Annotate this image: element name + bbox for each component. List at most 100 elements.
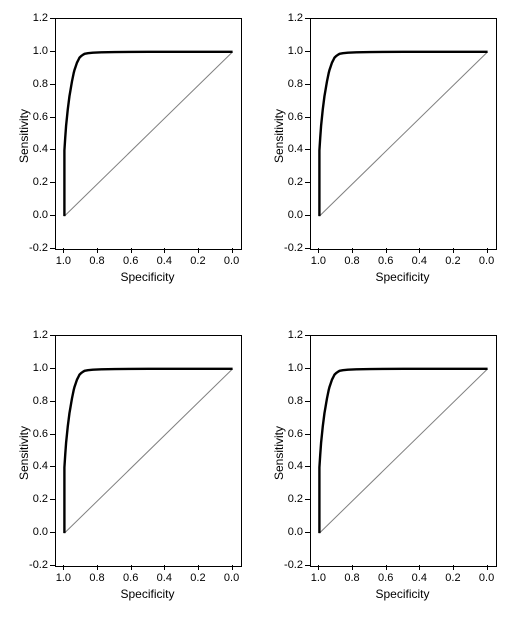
- xtick-label: 0.6: [378, 255, 393, 267]
- xtick-mark: [131, 248, 132, 253]
- ytick-mark: [50, 434, 55, 435]
- ytick-label: 1.0: [275, 362, 303, 374]
- ytick-label: 0.8: [275, 395, 303, 407]
- xtick-mark: [63, 565, 64, 570]
- ytick-label: 0.0: [275, 526, 303, 538]
- plot-svg: [56, 336, 241, 566]
- y-axis-label: Sensitivity: [17, 109, 31, 163]
- ytick-mark: [50, 499, 55, 500]
- ytick-mark: [50, 335, 55, 336]
- ytick-mark: [50, 401, 55, 402]
- xtick-mark: [386, 565, 387, 570]
- ytick-label: 0.8: [20, 395, 48, 407]
- ytick-label: -0.2: [20, 559, 48, 571]
- xtick-label: 0.0: [479, 572, 494, 584]
- xtick-mark: [164, 565, 165, 570]
- x-axis-label: Specificity: [375, 587, 429, 601]
- ytick-label: 0.2: [275, 176, 303, 188]
- y-axis-label: Sensitivity: [272, 109, 286, 163]
- ytick-mark: [305, 565, 310, 566]
- ytick-mark: [50, 84, 55, 85]
- xtick-label: 1.0: [56, 255, 71, 267]
- ytick-label: -0.2: [275, 559, 303, 571]
- xtick-mark: [487, 565, 488, 570]
- plot-svg: [311, 19, 496, 249]
- ytick-label: 1.2: [275, 12, 303, 24]
- xtick-label: 0.4: [412, 572, 427, 584]
- plot-svg: [56, 19, 241, 249]
- plot-svg: [311, 336, 496, 566]
- ytick-mark: [305, 401, 310, 402]
- xtick-mark: [198, 248, 199, 253]
- ytick-label: 0.2: [20, 176, 48, 188]
- ytick-label: 1.0: [20, 45, 48, 57]
- xtick-label: 0.4: [412, 255, 427, 267]
- ytick-mark: [305, 18, 310, 19]
- ytick-mark: [305, 335, 310, 336]
- ytick-mark: [50, 368, 55, 369]
- ytick-label: 0.2: [20, 493, 48, 505]
- xtick-mark: [63, 248, 64, 253]
- ytick-label: 1.2: [20, 329, 48, 341]
- ytick-label: 1.2: [20, 12, 48, 24]
- roc-panel: 1.00.80.60.40.20.0-0.20.00.20.40.60.81.0…: [310, 335, 495, 565]
- xtick-mark: [97, 248, 98, 253]
- plot-area: [55, 18, 242, 250]
- ytick-label: -0.2: [275, 242, 303, 254]
- roc-panel: 1.00.80.60.40.20.0-0.20.00.20.40.60.81.0…: [310, 18, 495, 248]
- plot-area: [55, 335, 242, 567]
- xtick-mark: [164, 248, 165, 253]
- y-axis-label: Sensitivity: [17, 426, 31, 480]
- xtick-label: 0.0: [224, 572, 239, 584]
- xtick-label: 0.2: [445, 255, 460, 267]
- diagonal-reference-line: [319, 369, 487, 533]
- ytick-label: 0.0: [20, 526, 48, 538]
- ytick-mark: [305, 215, 310, 216]
- x-axis-label: Specificity: [120, 270, 174, 284]
- roc-panel: 1.00.80.60.40.20.0-0.20.00.20.40.60.81.0…: [55, 335, 240, 565]
- xtick-label: 0.8: [89, 255, 104, 267]
- xtick-label: 1.0: [311, 572, 326, 584]
- xtick-label: 0.6: [123, 572, 138, 584]
- xtick-label: 0.4: [157, 255, 172, 267]
- roc-panel: 1.00.80.60.40.20.0-0.20.00.20.40.60.81.0…: [55, 18, 240, 248]
- xtick-mark: [352, 248, 353, 253]
- ytick-mark: [305, 84, 310, 85]
- plot-area: [310, 18, 497, 250]
- xtick-mark: [198, 565, 199, 570]
- ytick-label: 0.8: [20, 78, 48, 90]
- ytick-mark: [305, 117, 310, 118]
- ytick-mark: [305, 248, 310, 249]
- ytick-mark: [50, 51, 55, 52]
- diagonal-reference-line: [319, 52, 487, 216]
- xtick-mark: [453, 248, 454, 253]
- ytick-mark: [50, 248, 55, 249]
- xtick-mark: [419, 248, 420, 253]
- xtick-mark: [232, 248, 233, 253]
- ytick-label: 0.2: [275, 493, 303, 505]
- xtick-label: 0.8: [344, 572, 359, 584]
- xtick-mark: [97, 565, 98, 570]
- ytick-mark: [50, 149, 55, 150]
- ytick-mark: [305, 149, 310, 150]
- ytick-mark: [305, 368, 310, 369]
- xtick-label: 1.0: [311, 255, 326, 267]
- ytick-mark: [50, 532, 55, 533]
- xtick-mark: [318, 565, 319, 570]
- xtick-label: 0.6: [378, 572, 393, 584]
- ytick-label: 0.8: [275, 78, 303, 90]
- xtick-label: 1.0: [56, 572, 71, 584]
- ytick-mark: [305, 499, 310, 500]
- y-axis-label: Sensitivity: [272, 426, 286, 480]
- ytick-mark: [305, 182, 310, 183]
- xtick-label: 0.2: [190, 572, 205, 584]
- xtick-label: 0.2: [445, 572, 460, 584]
- xtick-mark: [419, 565, 420, 570]
- x-axis-label: Specificity: [375, 270, 429, 284]
- xtick-label: 0.0: [479, 255, 494, 267]
- ytick-mark: [50, 215, 55, 216]
- ytick-mark: [305, 434, 310, 435]
- xtick-label: 0.0: [224, 255, 239, 267]
- diagonal-reference-line: [64, 52, 232, 216]
- xtick-mark: [386, 248, 387, 253]
